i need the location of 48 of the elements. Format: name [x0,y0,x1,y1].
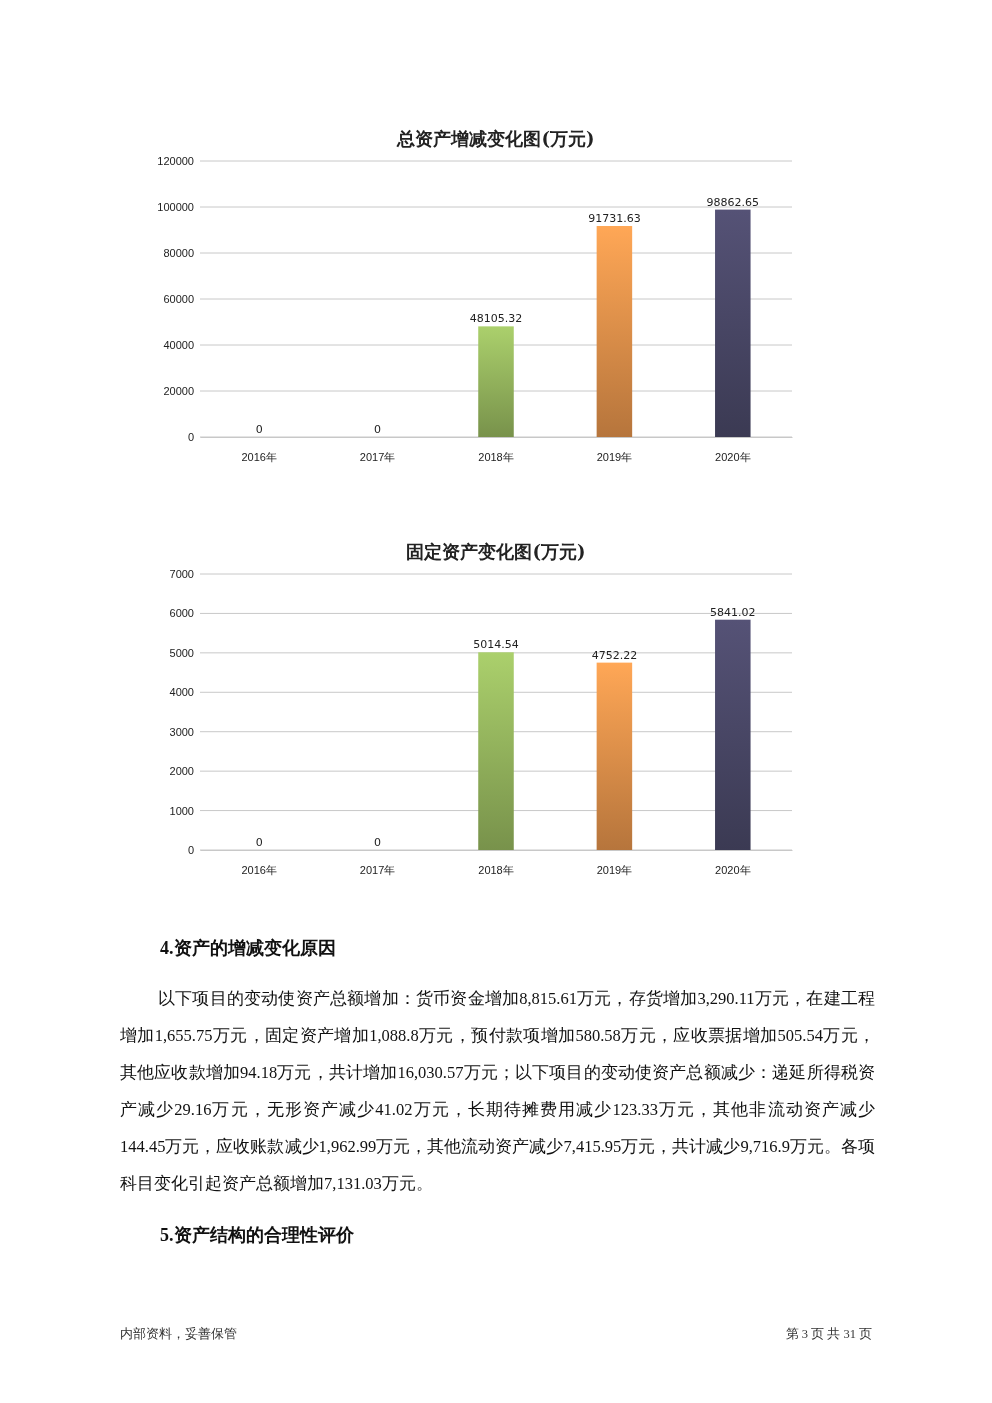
bar [478,652,514,850]
data-label: 48105.32 [469,312,523,326]
x-tick-label: 2018年 [478,863,514,876]
data-label: 0 [255,423,263,436]
y-tick-label: 80000 [163,247,194,260]
y-tick-label: 20000 [163,385,194,398]
y-tick-label: 40000 [163,339,194,352]
text: 5.资产结构的合理性评价 [160,1224,354,1247]
x-tick-label: 2019年 [596,450,633,463]
y-tick-label: 7000 [169,568,194,581]
bar [478,326,514,437]
x-tick-label: 2020年 [715,450,751,463]
y-tick-label: 0 [187,844,194,857]
bar [715,209,751,437]
chart-title: 总资产增减变化图(万元) [396,128,595,149]
bar [715,619,751,850]
data-label: 5841.02 [710,605,756,619]
y-tick-label: 0 [187,431,194,444]
bar [596,226,633,437]
bar [596,662,633,850]
data-label: 0 [374,423,382,436]
x-tick-label: 2019年 [596,863,633,876]
data-label: 0 [374,836,382,849]
data-label: 91731.63 [588,212,641,226]
data-label: 98862.65 [706,195,760,209]
text: 内部资料，妥善保管 [120,1326,237,1343]
text: 以下项目的变动使资产总额增加：货币资金增加8,815.61万元，存货增加3,290.11万元，在建工程增加1,655.75万元，固定资产增加1,088.8万元，预付款项增加580.58万元，应收票据增加505.54万元，其他应收款增加94.18万元，共计增加16,030.57万元；以下项目的变动使资产总额减少：递延所得税资产减少29.16万元，无形资产减少41.02万元，长期待摊费用减少123.33万元，其他非流动资产减少144.45万元，应收账款减少1,962.99万元，其他流动资产减少7,415.95万元，共计减少9,716.9万元。各项科目变化引起资产总额增加7,131.03万元。 [120,988,875,1195]
y-tick-label: 5000 [169,646,194,659]
y-tick-label: 3000 [169,725,194,738]
y-tick-label: 2000 [169,765,194,778]
y-tick-label: 120000 [157,155,194,168]
y-tick-label: 4000 [169,686,194,699]
x-tick-label: 2018年 [478,450,514,463]
x-tick-label: 2017年 [359,450,396,463]
y-tick-label: 1000 [169,804,194,817]
data-label: 4752.22 [591,648,638,662]
y-tick-label: 60000 [163,293,194,306]
data-label: 0 [255,836,263,849]
text: 第 3 页 共 31 页 [785,1326,872,1343]
data-label: 5014.54 [473,638,519,652]
x-tick-label: 2017年 [359,863,396,876]
y-tick-label: 6000 [169,607,194,620]
x-tick-label: 2016年 [241,863,277,876]
x-tick-label: 2016年 [241,450,277,463]
x-tick-label: 2020年 [715,863,751,876]
chart-title: 固定资产变化图(万元) [406,541,586,562]
text: 4.资产的增减变化原因 [160,937,336,960]
y-tick-label: 100000 [157,201,194,214]
